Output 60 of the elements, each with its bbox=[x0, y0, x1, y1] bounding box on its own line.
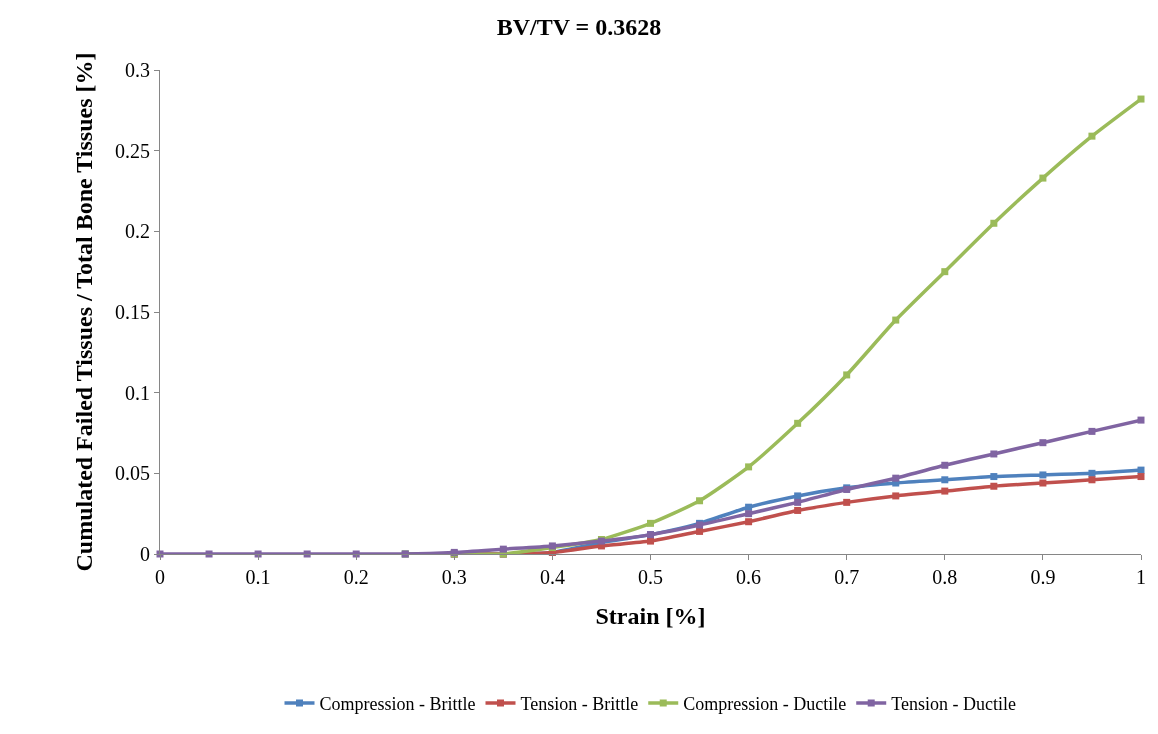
point bbox=[990, 450, 998, 458]
point bbox=[1088, 476, 1096, 484]
x-tick-label: 1 bbox=[1136, 566, 1146, 588]
point bbox=[1137, 473, 1145, 481]
point bbox=[794, 492, 802, 500]
point bbox=[1039, 174, 1047, 182]
x-tick-label: 0.2 bbox=[343, 566, 369, 588]
x-tick-label: 0.1 bbox=[245, 566, 271, 588]
point bbox=[892, 316, 900, 324]
point bbox=[1137, 416, 1145, 424]
y-tick-label: 0.15 bbox=[115, 301, 150, 323]
point bbox=[990, 219, 998, 227]
point bbox=[499, 545, 507, 553]
chart-title: BV/TV = 0.3628 bbox=[496, 14, 662, 41]
point bbox=[941, 487, 949, 495]
point bbox=[745, 510, 753, 518]
x-tick-label: 0.5 bbox=[638, 566, 663, 588]
point bbox=[843, 371, 851, 379]
x-tick-label: 0.4 bbox=[539, 566, 565, 588]
y-tick-label: 0.2 bbox=[125, 220, 150, 243]
point bbox=[941, 476, 949, 484]
point bbox=[990, 482, 998, 490]
point bbox=[745, 518, 753, 526]
x-tick-label: 0.7 bbox=[834, 566, 860, 588]
legend-label: Compression - Ductile bbox=[683, 693, 847, 714]
point bbox=[794, 506, 802, 514]
point bbox=[1088, 427, 1096, 435]
point bbox=[794, 498, 802, 506]
point bbox=[892, 474, 900, 482]
legend-label: Tension - Brittle bbox=[520, 693, 639, 714]
point bbox=[696, 497, 704, 505]
point bbox=[1137, 95, 1145, 103]
y-tick-label: 0.05 bbox=[115, 462, 150, 485]
y-tick-label: 0.1 bbox=[125, 381, 150, 404]
point bbox=[941, 461, 949, 469]
x-axis-title: Strain [%] bbox=[595, 603, 706, 630]
point bbox=[794, 419, 802, 427]
point bbox=[892, 492, 900, 500]
y-tick-label: 0 bbox=[140, 543, 150, 565]
x-tick-label: 0.6 bbox=[736, 566, 762, 588]
x-tick-label: 0 bbox=[155, 566, 165, 588]
point bbox=[941, 268, 949, 276]
point bbox=[843, 498, 851, 506]
point bbox=[696, 527, 704, 535]
legend-label: Tension - Ductile bbox=[891, 693, 1016, 714]
point bbox=[647, 519, 654, 527]
x-tick-label: 0.8 bbox=[932, 566, 958, 588]
legend-label: Compression - Brittle bbox=[319, 693, 476, 714]
point bbox=[745, 463, 753, 471]
point bbox=[1039, 471, 1047, 479]
point bbox=[990, 473, 998, 481]
y-tick-label: 0.25 bbox=[115, 139, 150, 162]
point bbox=[647, 537, 654, 545]
point bbox=[1039, 439, 1047, 447]
point bbox=[1039, 479, 1047, 487]
x-tick-label: 0.9 bbox=[1030, 566, 1056, 588]
y-axis-title: Cumulated Failed Tissues / Total Bone Tissues [%] bbox=[71, 52, 98, 572]
x-tick-label: 0.3 bbox=[441, 566, 467, 588]
point bbox=[1088, 132, 1096, 140]
y-tick-label: 0.3 bbox=[125, 59, 150, 81]
